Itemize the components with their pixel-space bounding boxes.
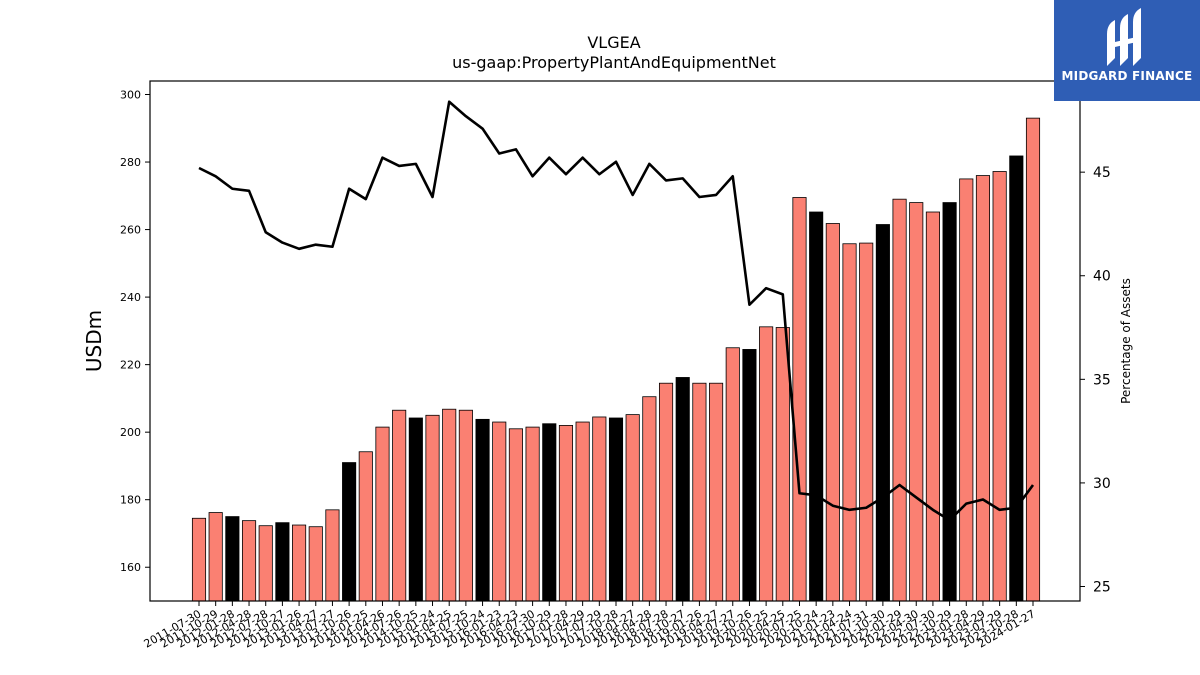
- bar-2023-07-29: [992, 171, 1007, 602]
- bars-group: [191, 117, 1041, 602]
- y-tick-label: 260: [120, 224, 141, 237]
- y-tick-label: 180: [120, 494, 141, 507]
- bar-2022-01-29: [892, 198, 907, 602]
- bar-2021-01-23: [825, 223, 840, 602]
- bar-2023-10-28: [1009, 155, 1024, 602]
- bar-2020-07-25: [792, 197, 807, 602]
- bar-2013-01-26: [292, 524, 307, 602]
- chart-subtitle: us-gaap:PropertyPlantAndEquipmentNet: [452, 53, 776, 72]
- bar-2016-04-23: [508, 428, 523, 602]
- bar-2012-10-27: [275, 522, 290, 602]
- bar-2012-01-28: [225, 516, 240, 602]
- bar-2022-04-30: [909, 202, 924, 602]
- bar-2015-10-24: [475, 418, 490, 602]
- bar-2015-01-24: [425, 414, 440, 602]
- bar-2023-01-28: [959, 178, 974, 602]
- bar-2024-01-27: [1025, 117, 1041, 602]
- bar-2022-07-30: [925, 211, 940, 602]
- y2-tick-label: 40: [1093, 269, 1111, 285]
- brand-logo: MIDGARD FINANCE: [1054, 0, 1200, 101]
- y-ticks: 160 180 200 220 240 260 280 300: [120, 89, 150, 574]
- bar-2014-01-25: [358, 451, 373, 602]
- bar-2017-10-28: [608, 417, 624, 602]
- y-tick-label: 220: [120, 359, 141, 372]
- pct-assets-line: [198, 100, 1035, 522]
- bar-2013-10-26: [342, 462, 357, 602]
- bar-2016-10-29: [542, 423, 557, 602]
- y2-ticks: 25 30 35 40 45: [1080, 165, 1111, 595]
- bar-2022-10-29: [942, 202, 957, 602]
- bar-2013-07-27: [325, 509, 340, 602]
- bar-2017-07-29: [592, 416, 607, 602]
- bar-2020-10-24: [809, 211, 824, 602]
- bar-2019-10-26: [742, 349, 757, 602]
- y2-tick-label: 35: [1093, 372, 1111, 388]
- bar-2013-04-27: [308, 526, 323, 602]
- logo-text: MIDGARD FINANCE: [1061, 69, 1193, 83]
- bar-2018-04-28: [642, 396, 657, 602]
- bar-2021-07-31: [859, 242, 874, 602]
- bar-2014-04-26: [375, 426, 390, 602]
- bar-2015-07-25: [458, 409, 473, 602]
- x-ticks: 2011-07-302011-10-292012-01-282012-04-28…: [142, 601, 1038, 651]
- y-tick-label: 200: [120, 426, 141, 439]
- midgard-logo-icon: [1107, 8, 1141, 66]
- y2-axis-label: Percentage of Assets: [1119, 278, 1133, 404]
- bar-2019-04-27: [709, 382, 724, 602]
- bar-2018-01-27: [625, 414, 640, 602]
- bar-2023-04-29: [975, 175, 991, 602]
- axes-group: [149, 80, 1081, 602]
- y2-tick-label: 30: [1093, 476, 1111, 492]
- bar-2018-10-27: [675, 377, 690, 602]
- y-tick-label: 160: [120, 561, 141, 574]
- y-tick-label: 300: [120, 89, 141, 102]
- bar-2012-04-28: [241, 520, 257, 602]
- y-tick-label: 240: [120, 291, 141, 304]
- bar-2011-10-29: [208, 512, 223, 602]
- bar-2019-01-26: [692, 382, 707, 602]
- bar-2021-10-30: [875, 224, 890, 602]
- line-layer: [198, 100, 1035, 522]
- bar-2018-07-28: [658, 382, 674, 602]
- bar-2020-01-25: [759, 326, 774, 602]
- y2-tick-label: 25: [1093, 579, 1111, 595]
- bar-2011-07-30: [191, 517, 207, 602]
- bar-2020-04-25: [775, 327, 790, 602]
- bar-2017-01-28: [558, 425, 574, 602]
- plot-frame: [149, 80, 1081, 602]
- bar-2016-01-23: [492, 421, 507, 602]
- chart-title: VLGEA: [587, 33, 640, 52]
- y2-tick-label: 45: [1093, 165, 1111, 181]
- y-tick-label: 280: [120, 156, 141, 169]
- bar-2016-07-30: [525, 426, 540, 602]
- bar-2014-07-26: [392, 409, 407, 602]
- bar-2014-10-25: [408, 417, 423, 602]
- bar-2019-07-27: [725, 347, 740, 602]
- bar-2017-04-29: [575, 421, 590, 602]
- bar-2012-07-28: [258, 525, 273, 602]
- bar-2015-04-25: [442, 408, 457, 602]
- y-axis-label: USDm: [82, 310, 106, 372]
- bar-2021-04-24: [842, 243, 857, 602]
